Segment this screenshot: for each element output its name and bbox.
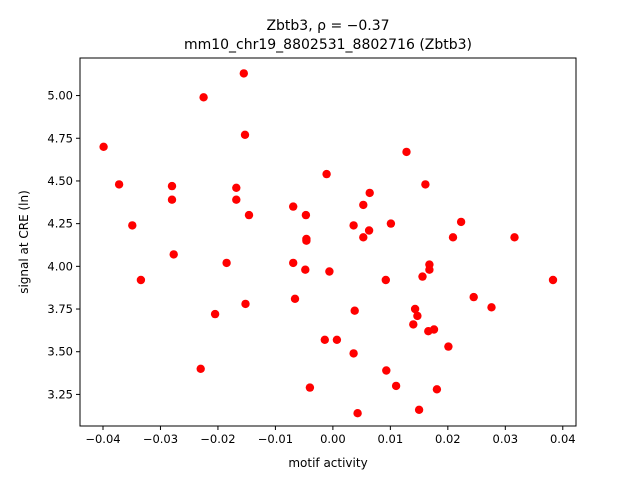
y-tick-label-3: 4.00 — [47, 259, 73, 273]
x-tick-label-4: 0.00 — [320, 432, 346, 446]
data-point-16 — [244, 210, 254, 220]
y-tick-label-7: 5.00 — [47, 89, 73, 103]
data-point-41 — [402, 147, 411, 157]
data-point-9 — [210, 309, 220, 319]
data-point-37 — [381, 275, 390, 285]
data-point-54 — [448, 233, 458, 242]
data-point-50 — [425, 265, 434, 274]
y-tick-label-1: 3.50 — [47, 345, 73, 359]
data-point-51 — [429, 325, 439, 334]
data-point-25 — [322, 169, 331, 179]
data-point-31 — [350, 306, 359, 315]
data-point-29 — [349, 221, 358, 230]
data-point-28 — [332, 335, 342, 344]
data-point-43 — [410, 304, 420, 314]
data-point-18 — [289, 258, 298, 268]
data-point-4 — [167, 181, 177, 191]
plot-frame — [79, 57, 577, 427]
data-point-35 — [364, 226, 374, 235]
x-axis-label: motif activity — [288, 456, 367, 470]
data-point-47 — [421, 180, 430, 189]
y-tick-label-6: 4.75 — [47, 131, 73, 145]
data-point-42 — [409, 320, 418, 329]
data-point-17 — [289, 202, 298, 211]
data-point-34 — [359, 233, 368, 242]
data-point-15 — [241, 299, 250, 309]
data-points — [99, 69, 558, 418]
data-point-59 — [548, 275, 558, 285]
data-point-56 — [469, 292, 478, 302]
x-tick-label-8: 0.04 — [550, 432, 576, 446]
y-tick-label-2: 3.75 — [47, 302, 73, 316]
y-axis-ticks: 3.25 3.50 3.75 4.00 4.25 4.50 4.75 5.00 — [47, 89, 80, 401]
data-point-23 — [301, 265, 310, 274]
data-point-46 — [418, 272, 427, 281]
data-point-1 — [114, 180, 124, 189]
data-point-24 — [305, 383, 315, 392]
x-tick-label-5: 0.01 — [378, 432, 404, 446]
data-point-22 — [302, 236, 311, 245]
data-point-32 — [353, 409, 362, 418]
data-point-14 — [240, 130, 250, 139]
x-axis-ticks: −0.04 −0.03 −0.02 −0.01 0.00 0.01 0.02 0.03 0.04 — [85, 426, 576, 446]
data-point-53 — [444, 342, 453, 351]
data-point-13 — [239, 69, 248, 78]
x-tick-label-3: −0.01 — [258, 432, 293, 446]
data-point-2 — [128, 221, 137, 230]
data-point-58 — [510, 233, 519, 242]
data-point-6 — [169, 250, 178, 259]
data-point-26 — [320, 335, 329, 344]
chart-title-line2: mm10_chr19_8802531_8802716 (Zbtb3) — [184, 37, 472, 53]
x-tick-label-0: −0.04 — [85, 432, 120, 446]
x-tick-label-1: −0.03 — [143, 432, 178, 446]
data-point-57 — [487, 303, 496, 312]
data-point-44 — [413, 311, 422, 321]
data-point-40 — [391, 381, 401, 391]
y-axis-label: signal at CRE (ln) — [17, 190, 31, 294]
data-point-30 — [349, 349, 358, 358]
data-point-36 — [365, 188, 374, 198]
data-point-12 — [232, 195, 241, 204]
y-tick-label-5: 4.50 — [47, 174, 73, 188]
x-tick-label-6: 0.02 — [435, 432, 461, 446]
data-point-20 — [301, 210, 311, 220]
data-point-5 — [167, 195, 177, 204]
data-point-27 — [325, 267, 334, 276]
x-tick-label-7: 0.03 — [493, 432, 519, 446]
chart-title-line1: Zbtb3, ρ = −0.37 — [266, 18, 389, 34]
data-point-11 — [232, 183, 241, 192]
data-point-33 — [359, 200, 368, 210]
data-point-52 — [432, 385, 442, 394]
data-point-3 — [136, 275, 146, 285]
data-point-45 — [414, 405, 424, 414]
data-point-0 — [99, 142, 108, 151]
data-point-38 — [382, 366, 391, 375]
data-point-10 — [222, 258, 231, 268]
data-point-8 — [199, 93, 208, 102]
y-tick-label-4: 4.25 — [47, 217, 73, 231]
y-tick-label-0: 3.25 — [47, 387, 73, 401]
data-point-19 — [290, 294, 300, 303]
x-tick-label-2: −0.02 — [200, 432, 235, 446]
data-point-55 — [456, 217, 466, 227]
data-point-39 — [386, 219, 396, 228]
data-point-7 — [196, 364, 205, 373]
